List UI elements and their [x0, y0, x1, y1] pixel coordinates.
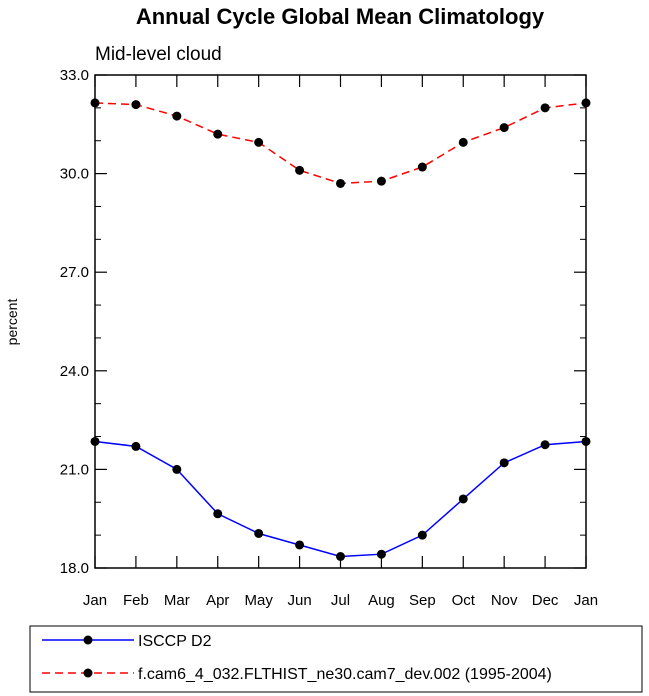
x-tick-label: Jul: [331, 592, 350, 609]
legend-marker-isccp: [83, 635, 93, 645]
series-layer: [90, 98, 591, 561]
y-tick-label: 27.0: [60, 264, 89, 281]
axis-ticks: [94, 74, 587, 569]
series-point-0: [376, 549, 386, 559]
series-point-0: [172, 464, 182, 474]
series-point-1: [254, 137, 264, 147]
x-tick-label: Mar: [164, 592, 190, 609]
series-line-0: [94, 440, 587, 558]
series-point-0: [213, 509, 223, 519]
plot-frame: [94, 74, 587, 569]
series-point-0: [131, 441, 141, 451]
y-tick-label: 18.0: [60, 560, 89, 577]
y-tick-label: 21.0: [60, 461, 89, 478]
x-tick-labels: Jan Feb Mar Apr May Jun Jul Aug Sep Oct Nov Dec Jan: [83, 592, 598, 609]
legend-box: [29, 625, 643, 693]
series-point-1: [458, 137, 468, 147]
y-tick-label: 30.0: [60, 166, 89, 183]
legend-label-cam: f.cam6_4_032.FLTHIST_ne30.cam7_dev.002 (…: [138, 666, 552, 683]
x-tick-label: Oct: [452, 592, 476, 609]
x-tick-label: Feb: [123, 592, 149, 609]
series-point-0: [499, 458, 509, 468]
x-tick-label: Jan: [574, 592, 598, 609]
chart-subtitle: Mid-level cloud: [95, 44, 222, 65]
series-point-1: [417, 162, 427, 172]
legend-marker-cam: [83, 668, 93, 678]
series-point-1: [172, 111, 182, 121]
x-tick-label: Apr: [206, 592, 229, 609]
series-point-1: [540, 103, 550, 113]
x-tick-label: Jan: [83, 592, 107, 609]
series-point-1: [131, 100, 141, 110]
y-axis-label: percent: [4, 299, 20, 346]
series-point-1: [376, 176, 386, 186]
y-tick-label: 33.0: [60, 67, 89, 84]
x-tick-label: Dec: [532, 592, 559, 609]
series-point-1: [336, 178, 345, 188]
x-tick-label: Nov: [491, 592, 518, 609]
y-tick-labels: 18.0 21.0 24.0 27.0 30.0 33.0: [60, 67, 89, 577]
legend: ISCCP D2 f.cam6_4_032.FLTHIST_ne30.cam7_…: [29, 625, 643, 693]
series-point-1: [213, 129, 223, 139]
x-tick-label: May: [244, 592, 273, 609]
series-point-0: [254, 528, 264, 538]
series-point-0: [336, 551, 345, 561]
legend-label-isccp: ISCCP D2: [138, 633, 212, 650]
series-point-0: [458, 494, 468, 504]
series-point-1: [295, 165, 305, 175]
x-tick-label: Sep: [409, 592, 436, 609]
series-point-0: [295, 540, 305, 550]
series-line-1: [94, 102, 587, 185]
series-point-0: [417, 530, 427, 540]
series-point-1: [499, 123, 509, 133]
y-tick-label: 24.0: [60, 363, 89, 380]
chart-title: Annual Cycle Global Mean Climatology: [136, 4, 545, 29]
x-tick-label: Jun: [287, 592, 311, 609]
x-tick-label: Aug: [368, 592, 395, 609]
series-point-0: [540, 440, 550, 450]
